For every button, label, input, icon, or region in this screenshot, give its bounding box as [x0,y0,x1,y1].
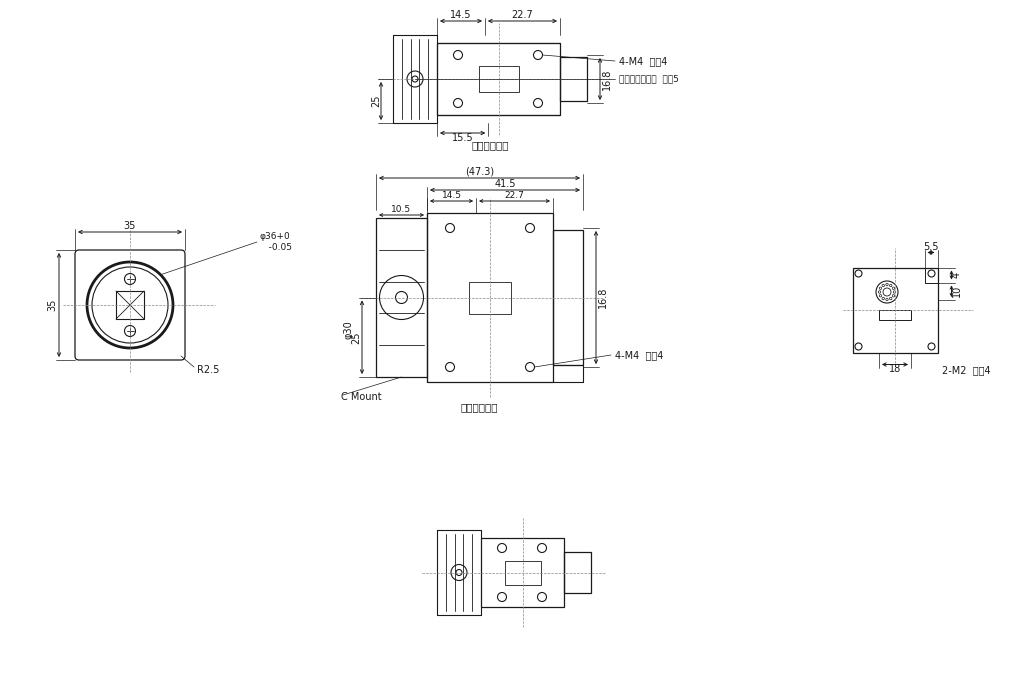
Text: (47.3): (47.3) [465,167,494,177]
Text: 41.5: 41.5 [494,179,516,189]
Text: 22.7: 22.7 [512,10,534,20]
Text: 16.8: 16.8 [598,287,608,308]
Text: φ36+0
   -0.05: φ36+0 -0.05 [260,232,291,252]
Bar [479,66,518,92]
Text: 対面同一形状: 対面同一形状 [472,140,509,150]
Text: 4: 4 [952,272,961,278]
Bar [505,561,541,584]
Bar [564,552,591,593]
Text: 25: 25 [371,94,381,107]
Text: 22.7: 22.7 [505,192,524,200]
Text: 2-M2  深き4: 2-M2 深き4 [942,365,991,375]
Text: 14.5: 14.5 [450,10,472,20]
Text: R2.5: R2.5 [197,365,219,375]
Text: 対面同一形状: 対面同一形状 [460,402,499,412]
Bar [481,538,564,607]
Text: 10: 10 [952,285,961,298]
Bar [437,43,560,115]
Text: 35: 35 [124,221,136,231]
Bar [853,267,937,353]
Bar [925,267,937,283]
Text: 18: 18 [889,365,901,374]
Bar [427,213,553,382]
Text: 15.5: 15.5 [452,133,474,143]
Bar [116,291,144,319]
Text: φ30: φ30 [343,320,353,339]
Text: C Mount: C Mount [341,392,382,402]
Text: カメラ三脚ネジ  深き5: カメラ三脚ネジ 深き5 [619,74,679,83]
Text: 25: 25 [351,331,360,344]
Bar [553,230,583,365]
Text: 4-M4  深き4: 4-M4 深き4 [615,350,663,360]
Bar [469,281,511,314]
Bar [879,310,911,320]
Text: 14.5: 14.5 [442,192,461,200]
Text: 35: 35 [47,299,57,312]
Text: 16.8: 16.8 [602,69,612,90]
Text: 10.5: 10.5 [391,206,412,214]
Text: 5.5: 5.5 [923,242,938,253]
Text: 4-M4  深き4: 4-M4 深き4 [619,56,667,66]
Bar [560,57,587,101]
Bar [376,218,427,377]
